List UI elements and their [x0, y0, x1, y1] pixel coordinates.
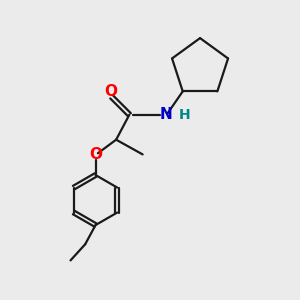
- Text: O: O: [104, 84, 117, 99]
- Text: O: O: [89, 147, 102, 162]
- Text: N: N: [160, 107, 172, 122]
- Text: H: H: [178, 108, 190, 122]
